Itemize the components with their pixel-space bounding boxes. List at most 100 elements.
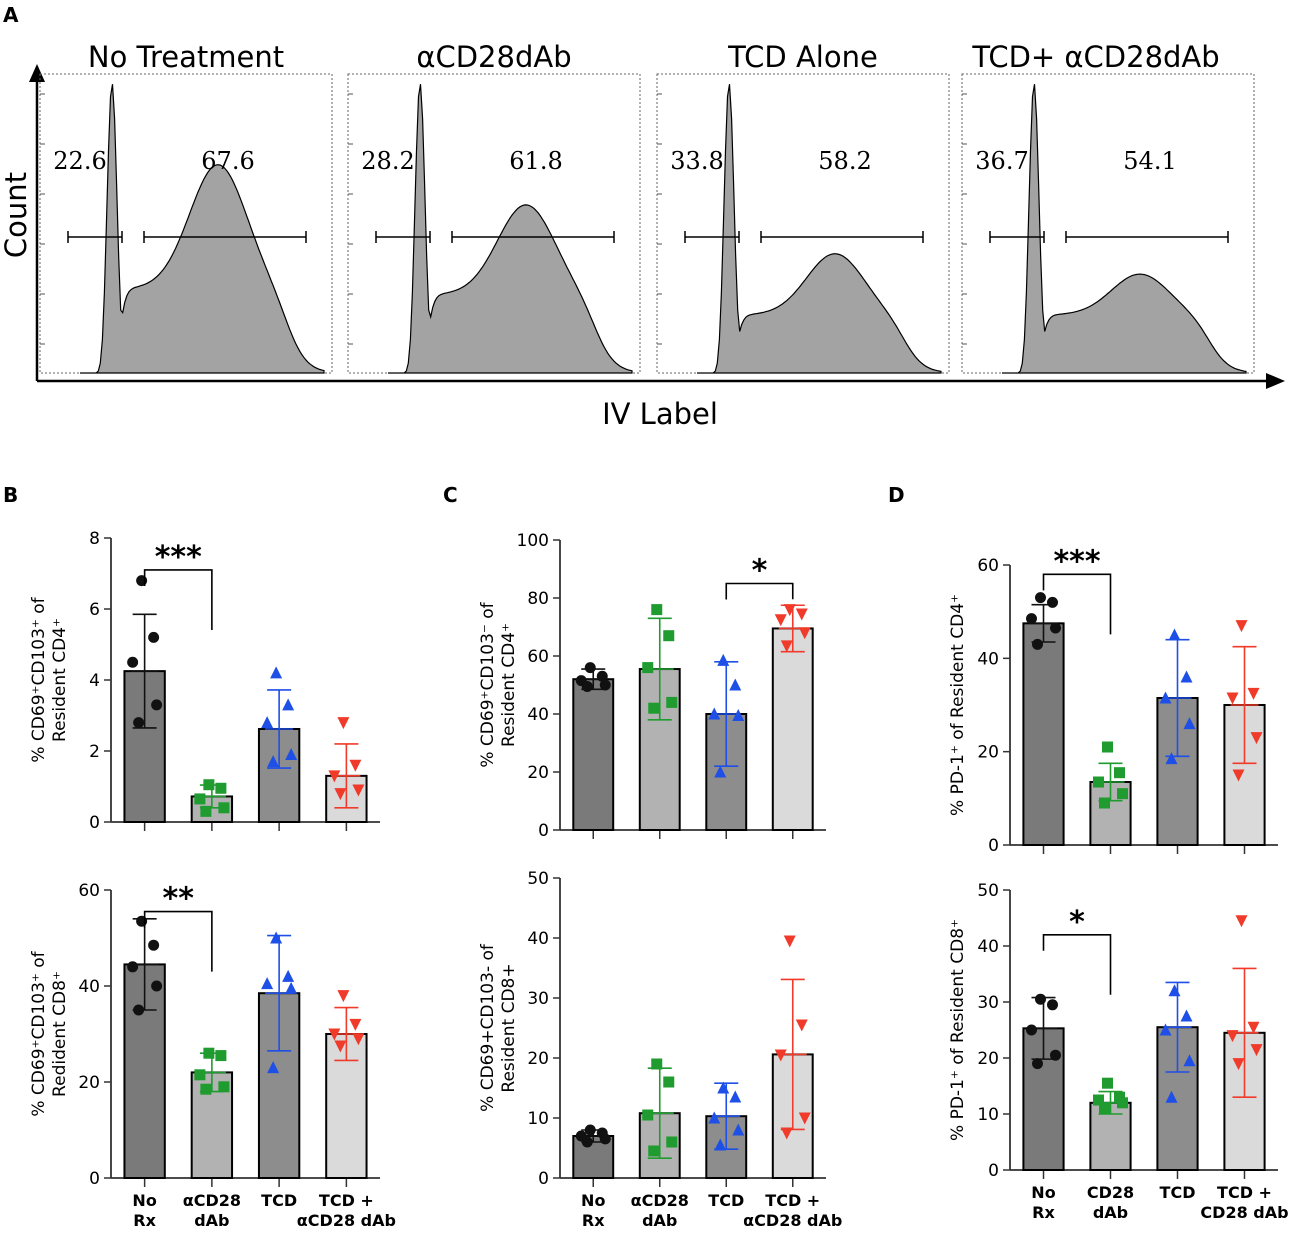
data-point-triangle-down xyxy=(1250,732,1263,745)
histogram-y-axis-arrow xyxy=(29,64,45,82)
y-axis-label-line: Redident CD8⁺ xyxy=(50,971,70,1097)
y-tick-label: 20 xyxy=(977,1049,999,1069)
gate-right-value: 61.8 xyxy=(509,147,562,175)
panel-letter-d: D xyxy=(888,483,905,507)
data-point-triangle-down xyxy=(349,759,362,772)
category-label: TCD xyxy=(708,1191,744,1210)
data-point-circle xyxy=(596,670,608,682)
category-label: No xyxy=(132,1191,156,1210)
gate-right-value: 67.6 xyxy=(201,147,254,175)
data-point-triangle-up xyxy=(267,1061,280,1074)
data-point-square xyxy=(1099,797,1110,809)
significance-label: *** xyxy=(1053,544,1100,579)
data-point-triangle-up xyxy=(1183,717,1196,730)
y-axis-label-line: % PD-1⁺ of Resident CD4⁺ xyxy=(948,594,968,816)
data-point-square xyxy=(1117,788,1128,800)
data-point-square xyxy=(1102,741,1113,753)
data-point-square xyxy=(203,1047,215,1059)
histogram-curve xyxy=(697,84,942,374)
data-point-triangle-up xyxy=(729,1090,742,1103)
data-point-triangle-down xyxy=(774,614,787,627)
significance-label: ** xyxy=(163,882,195,917)
data-point-circle xyxy=(1047,999,1058,1011)
y-tick-label: 20 xyxy=(527,1049,549,1069)
histogram-y-axis-label: Count xyxy=(0,172,33,258)
data-point-square xyxy=(1093,1094,1104,1106)
chart-d-bottom: 0 10 20 30 40 50 % PD-1⁺ of Resident CD8⁺ * NoRx… xyxy=(948,881,1288,1222)
data-point-triangle-down xyxy=(783,604,796,617)
data-point-triangle-up xyxy=(1180,670,1193,683)
category-label: Rx xyxy=(133,1211,156,1230)
y-tick-label: 8 xyxy=(89,529,100,549)
data-point-triangle-up xyxy=(732,708,745,721)
data-point-circle xyxy=(136,915,148,927)
data-point-square xyxy=(203,779,215,791)
significance-bracket xyxy=(143,910,213,972)
gate-left-value: 33.8 xyxy=(670,147,723,175)
data-point-triangle-down xyxy=(349,1018,362,1031)
data-point-circle xyxy=(127,656,139,668)
data-point-triangle-up xyxy=(1159,1023,1172,1036)
histogram-title: TCD Alone xyxy=(727,40,878,74)
data-point-circle xyxy=(151,980,163,992)
y-axis-label: % PD-1⁺ of Resident CD8⁺ xyxy=(948,919,968,1141)
data-point-triangle-up xyxy=(282,698,295,711)
category-label: CD28 xyxy=(1087,1183,1134,1202)
bar xyxy=(771,627,814,832)
y-tick-label: 60 xyxy=(527,647,549,667)
y-tick-label: 20 xyxy=(78,1073,100,1093)
data-point-triangle-up xyxy=(1180,1009,1193,1022)
data-point-square xyxy=(200,805,212,817)
y-axis-label: % PD-1⁺ of Resident CD4⁺ xyxy=(948,594,968,816)
data-point-triangle-down xyxy=(780,640,793,653)
data-point-triangle-down xyxy=(334,1040,347,1053)
histogram-panel-2: αCD28dAb 28.2 61.8 xyxy=(347,40,641,374)
data-point-triangle-down xyxy=(1232,1058,1245,1071)
panel-letter-a: A xyxy=(3,3,19,27)
histogram-title: TCD+ αCD28dAb xyxy=(971,40,1219,74)
gate-left-value: 36.7 xyxy=(975,147,1028,175)
gate-label-backing xyxy=(54,146,106,174)
data-point-circle xyxy=(581,680,593,692)
histogram-title: No Treatment xyxy=(88,40,284,74)
panel-a-histograms: Count IV Label No Treatment 22.6 67.6 αCD28… xyxy=(0,40,1285,431)
panel-letter-c: C xyxy=(443,483,458,507)
y-tick-label: 10 xyxy=(527,1109,549,1129)
data-point-triangle-down xyxy=(780,1127,793,1140)
data-point-triangle-down xyxy=(774,1049,787,1062)
significance-bracket xyxy=(143,569,213,630)
data-point-triangle-up xyxy=(729,678,742,691)
data-point-square xyxy=(1102,1077,1113,1089)
data-point-triangle-down xyxy=(1235,620,1248,633)
y-tick-label: 30 xyxy=(977,993,999,1013)
y-tick-label: 100 xyxy=(517,531,549,551)
category-label: Rx xyxy=(582,1211,605,1230)
data-point-circle xyxy=(599,679,611,691)
gate-label-backing xyxy=(671,146,723,174)
data-point-triangle-up xyxy=(1168,984,1181,997)
data-point-triangle-down xyxy=(334,788,347,801)
data-point-triangle-down xyxy=(783,935,796,948)
significance-bracket xyxy=(1042,573,1112,635)
data-point-circle xyxy=(133,1004,145,1016)
y-tick-label: 2 xyxy=(89,742,100,762)
data-point-circle xyxy=(1035,592,1046,604)
gate-right-value: 54.1 xyxy=(1123,147,1176,175)
data-point-triangle-down xyxy=(328,1028,341,1041)
data-point-circle xyxy=(581,1136,593,1148)
category-label: αCD28 xyxy=(631,1191,689,1210)
y-axis-label: % CD69⁺CD103⁻ ofResident CD4⁺ xyxy=(478,601,519,767)
data-point-circle xyxy=(1047,596,1058,608)
data-point-circle xyxy=(1026,1024,1037,1036)
data-point-square xyxy=(218,1081,230,1093)
data-point-square xyxy=(1093,776,1104,788)
data-point-square xyxy=(648,1145,660,1157)
data-point-square xyxy=(194,793,206,805)
y-axis-label-line: % CD69⁺CD103⁺ of xyxy=(29,950,49,1116)
data-point-triangle-up xyxy=(714,1138,727,1151)
significance-label: *** xyxy=(155,540,202,575)
data-point-square xyxy=(642,1109,654,1121)
histogram-panel-1: No Treatment 22.6 67.6 xyxy=(39,40,333,374)
data-point-triangle-up xyxy=(285,748,298,761)
data-point-circle xyxy=(584,1124,596,1136)
